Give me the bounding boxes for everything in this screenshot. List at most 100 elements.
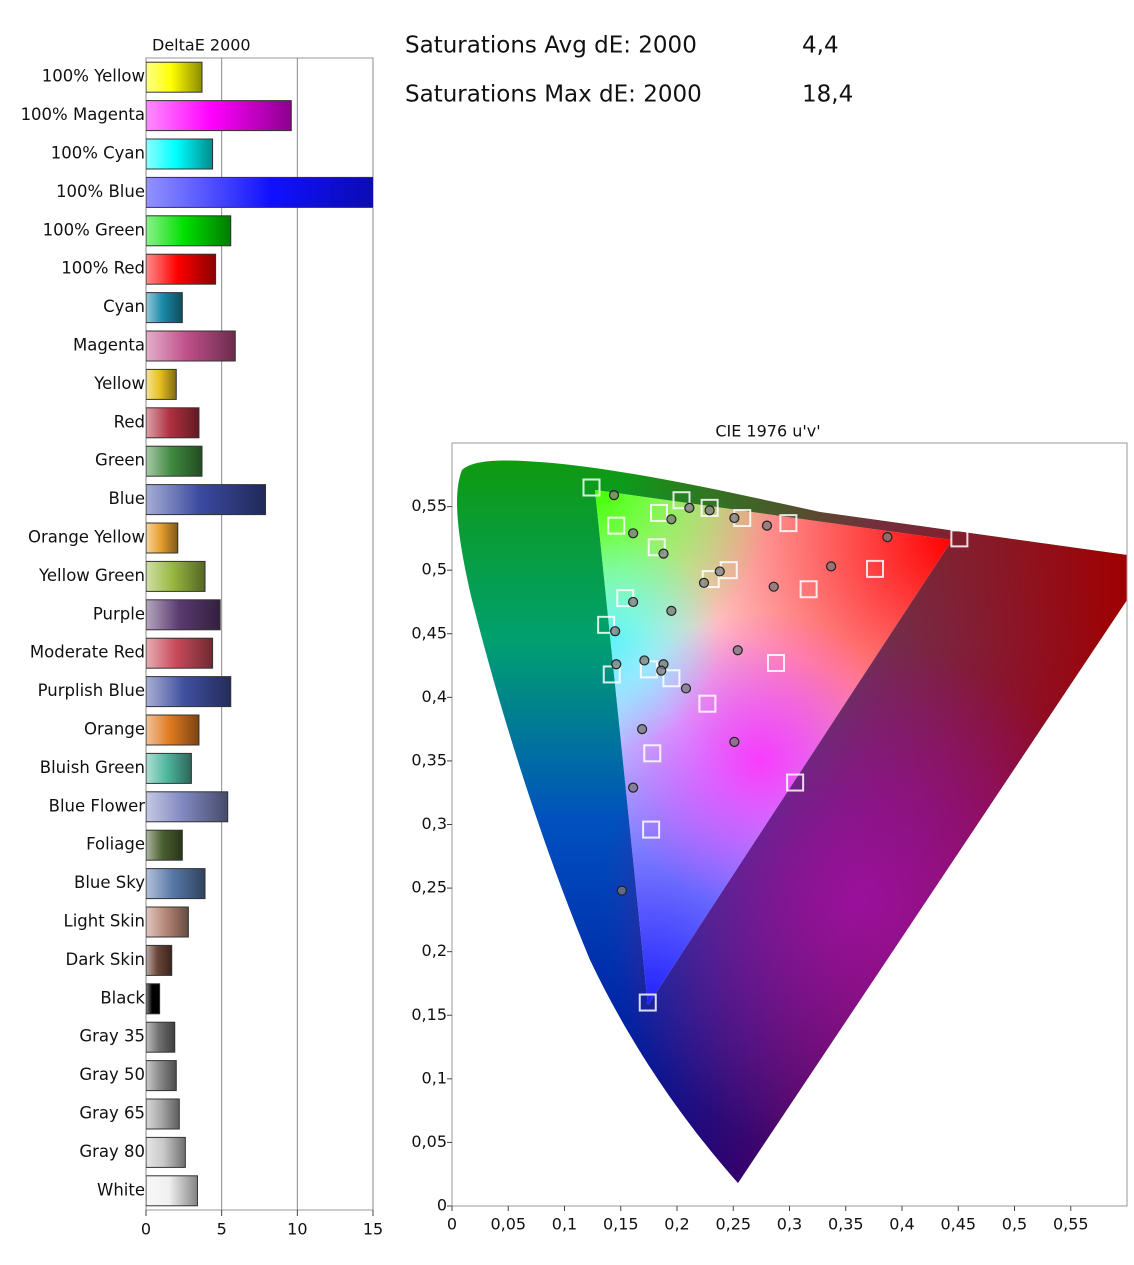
x-tick-label: 5: [217, 1220, 227, 1239]
x-tick-label: 0,55: [1053, 1215, 1089, 1234]
category-label: 100% Green: [43, 220, 145, 239]
measured-point: [704, 505, 715, 516]
bar: [146, 100, 292, 132]
category-label: 100% Red: [61, 259, 145, 278]
bar: [146, 1175, 198, 1207]
target-point: [638, 993, 657, 1012]
y-tick-label: 0,2: [422, 941, 447, 960]
x-tick-label: 0,5: [1002, 1215, 1027, 1234]
category-label: Gray 80: [79, 1142, 145, 1161]
category-label: Blue: [108, 489, 145, 508]
category-label: Foliage: [86, 835, 145, 854]
bar: [146, 714, 200, 746]
bar: [146, 176, 373, 208]
chromaticity-diagram: [457, 460, 1127, 1183]
y-tick-label: 0,25: [411, 878, 447, 897]
target-point: [700, 498, 719, 517]
measured-point: [768, 581, 779, 592]
x-tick-label: 0: [447, 1215, 457, 1234]
bar: [146, 253, 217, 285]
measured-point: [684, 502, 695, 513]
x-tick-label: 0,05: [490, 1215, 526, 1234]
x-tick-label: 0,4: [889, 1215, 914, 1234]
category-label: Light Skin: [64, 912, 146, 931]
category-label: 100% Cyan: [51, 144, 145, 163]
bar: [146, 330, 236, 362]
category-label: Gray 65: [79, 1104, 145, 1123]
measured-point: [680, 683, 692, 694]
bar: [146, 292, 183, 324]
category-label: Blue Flower: [49, 796, 146, 815]
bar: [146, 1136, 186, 1168]
x-tick-label: 0,35: [828, 1215, 864, 1234]
target-point: [662, 669, 681, 688]
category-label: 100% Magenta: [21, 105, 145, 124]
y-tick-label: 0,55: [411, 496, 447, 515]
bar: [146, 944, 173, 976]
category-label: Yellow Green: [38, 566, 145, 585]
x-tick-label: 0,1: [552, 1215, 577, 1234]
x-tick-label: 0,25: [715, 1215, 751, 1234]
points: [582, 478, 969, 1012]
x-tick-label: 0,2: [664, 1215, 689, 1234]
category-label: Red: [114, 412, 145, 431]
bar: [146, 560, 206, 592]
chart-title: DeltaE 2000: [152, 36, 251, 55]
category-label: Gray 35: [79, 1027, 145, 1046]
x-tick-label: 0,3: [777, 1215, 802, 1234]
category-label: Dark Skin: [66, 950, 145, 969]
chart-title: CIE 1976 u'v': [715, 422, 820, 441]
stat-value: 4,4: [802, 33, 839, 59]
category-label: Magenta: [73, 336, 145, 355]
bar: [146, 407, 200, 439]
bar: [146, 829, 183, 861]
category-label: Moderate Red: [30, 643, 145, 662]
measured-point: [732, 645, 743, 656]
target-point: [779, 514, 798, 533]
target-point: [799, 580, 818, 599]
category-label: Gray 50: [79, 1065, 145, 1084]
y-tick-label: 0,4: [422, 687, 447, 706]
category-label: Purplish Blue: [38, 681, 145, 700]
category-label: Yellow: [93, 374, 145, 393]
bar: [146, 1021, 176, 1053]
measured-point: [628, 782, 639, 793]
category-label: Purple: [93, 604, 145, 623]
bar: [146, 599, 221, 631]
category-label: White: [97, 1180, 145, 1199]
x-tick-label: 10: [287, 1220, 307, 1239]
target-point: [950, 529, 969, 548]
target-point: [643, 744, 662, 763]
measured-point: [639, 655, 650, 666]
target-point: [786, 773, 805, 792]
y-tick-label: 0: [437, 1196, 447, 1215]
bar: [146, 752, 192, 784]
y-tick-label: 0,3: [422, 814, 447, 833]
bar: [146, 676, 232, 708]
bar: [146, 445, 203, 477]
measured-point: [761, 520, 773, 531]
bar: [146, 983, 161, 1015]
measured-point: [698, 577, 710, 588]
y-tick-label: 0,05: [411, 1132, 447, 1151]
gamut-cyan: [595, 490, 952, 1005]
measured-point: [656, 665, 667, 676]
category-label: Black: [100, 988, 145, 1007]
category-label: Blue Sky: [74, 873, 145, 892]
bar: [146, 484, 267, 516]
target-point: [767, 653, 785, 672]
category-label: Orange Yellow: [28, 528, 145, 547]
measured-point: [628, 596, 639, 608]
target-point: [698, 694, 717, 713]
y-tick-label: 0,45: [411, 623, 447, 642]
bar: [146, 522, 179, 554]
measured-point: [610, 626, 621, 637]
measured-point: [714, 566, 725, 577]
target-point: [607, 516, 626, 535]
x-tick-label: 15: [363, 1220, 383, 1239]
bar: [146, 637, 214, 669]
bar: [146, 1060, 177, 1092]
bar: [146, 61, 203, 93]
target-point: [672, 491, 691, 510]
